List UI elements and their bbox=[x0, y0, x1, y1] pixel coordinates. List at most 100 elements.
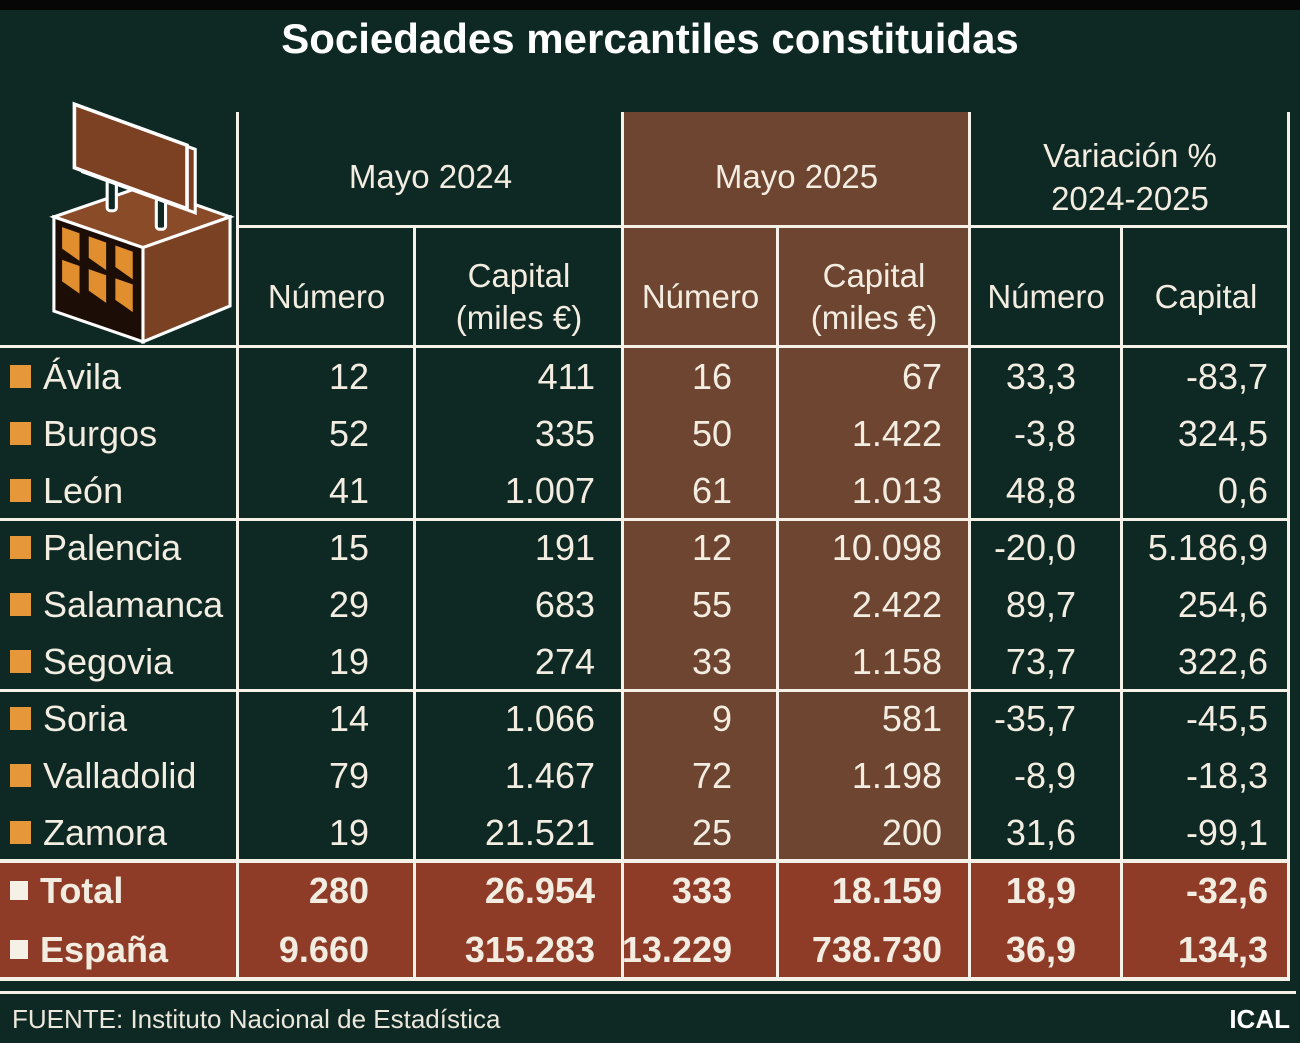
value-cell: 33,3 bbox=[1005, 355, 1076, 397]
value-cell: 29 bbox=[328, 583, 369, 625]
row-label-text: España bbox=[40, 928, 169, 970]
value-cell: 19 bbox=[328, 811, 369, 853]
subheader-unit-text: (miles €) bbox=[810, 298, 938, 336]
value-cell: -45,5 bbox=[1185, 697, 1268, 739]
value-cell: -8,9 bbox=[1013, 754, 1076, 796]
value-cell: 200 bbox=[881, 811, 942, 853]
row-label-valladolid: Valladolid bbox=[0, 747, 238, 804]
value-cell: -18,3 bbox=[1185, 754, 1268, 796]
row-label-text: Soria bbox=[43, 697, 128, 739]
mayo-2025-highlight-block bbox=[621, 112, 970, 861]
value-cell: 33 bbox=[691, 640, 732, 682]
value-cell: 50 bbox=[691, 412, 732, 454]
table-bottom-line bbox=[0, 977, 1290, 981]
value-cell: 21.521 bbox=[484, 811, 595, 853]
credit: ICAL bbox=[1229, 1004, 1290, 1034]
value-cell: 12 bbox=[691, 526, 732, 568]
value-cell: 36,9 bbox=[1005, 928, 1076, 970]
value-cell: 274 bbox=[534, 640, 595, 682]
value-cell: 52 bbox=[328, 412, 369, 454]
value-cell: 1.467 bbox=[504, 754, 595, 796]
totals-top-line bbox=[0, 859, 1290, 863]
bullet-icon bbox=[10, 940, 28, 959]
value-cell: 48,8 bbox=[1005, 469, 1076, 511]
value-cell: 41 bbox=[328, 469, 369, 511]
row-label-salamanca: Salamanca bbox=[0, 576, 238, 633]
value-cell: 1.422 bbox=[851, 412, 942, 454]
value-cell: 73,7 bbox=[1005, 640, 1076, 682]
corner-cell bbox=[0, 112, 238, 227]
value-cell: 335 bbox=[534, 412, 595, 454]
value-cell: 333 bbox=[671, 869, 732, 911]
value-cell: -3,8 bbox=[1013, 412, 1076, 454]
value-cell: 72 bbox=[691, 754, 732, 796]
column-divider bbox=[968, 112, 971, 979]
bullet-icon bbox=[10, 479, 31, 502]
row-label-text: Segovia bbox=[43, 640, 174, 682]
group-header-mayo-2025: Mayo 2025 bbox=[623, 112, 970, 227]
subheader-text: Capital bbox=[467, 257, 571, 295]
row-label-text: Zamora bbox=[43, 811, 168, 853]
value-cell: 89,7 bbox=[1005, 583, 1076, 625]
row-label-total: Total bbox=[0, 861, 238, 920]
value-cell: 5.186,9 bbox=[1147, 526, 1268, 568]
bullet-icon bbox=[10, 764, 31, 787]
top-border bbox=[0, 0, 1300, 10]
column-divider bbox=[236, 112, 239, 979]
value-cell: 1.066 bbox=[504, 697, 595, 739]
footer-rule bbox=[0, 991, 1296, 994]
page-title: Sociedades mercantiles constituidas bbox=[281, 15, 1019, 62]
bullet-icon bbox=[10, 536, 31, 559]
group-header-variacion: Variación % 2024-2025 bbox=[970, 112, 1290, 227]
row-label-segovia: Segovia bbox=[0, 633, 238, 690]
value-cell: 683 bbox=[534, 583, 595, 625]
column-divider bbox=[1120, 227, 1123, 979]
row-label-text: Salamanca bbox=[43, 583, 224, 625]
row-label-avila: Ávila bbox=[0, 348, 238, 405]
column-divider bbox=[621, 112, 624, 979]
value-cell: 9.660 bbox=[278, 928, 369, 970]
row-label-text: Palencia bbox=[43, 526, 182, 568]
value-cell: 79 bbox=[328, 754, 369, 796]
subheader-numero-2025: Número bbox=[623, 227, 778, 348]
bullet-icon bbox=[10, 707, 31, 730]
value-cell: 16 bbox=[691, 355, 732, 397]
totals-highlight-block bbox=[0, 861, 1290, 979]
value-cell: 1.007 bbox=[504, 469, 595, 511]
group-separator-line bbox=[0, 518, 1290, 521]
value-cell: 14 bbox=[328, 697, 369, 739]
subheader-numero-var: Número bbox=[970, 227, 1122, 348]
value-cell: 25 bbox=[691, 811, 732, 853]
subheader-numero-2024: Número bbox=[238, 227, 415, 348]
subheader-text: Capital bbox=[822, 257, 926, 295]
value-cell: 1.198 bbox=[851, 754, 942, 796]
group-header-text: Variación % bbox=[1043, 136, 1217, 174]
row-label-text: León bbox=[43, 469, 124, 511]
row-label-leon: León bbox=[0, 462, 238, 519]
row-label-soria: Soria bbox=[0, 690, 238, 747]
value-cell: 19 bbox=[328, 640, 369, 682]
bullet-icon bbox=[10, 821, 31, 844]
subheader-capital-var: Capital bbox=[1122, 227, 1290, 348]
value-cell: 18,9 bbox=[1005, 869, 1076, 911]
subheader-capital-2024: Capital (miles €) bbox=[415, 227, 623, 348]
subheader-text: Capital bbox=[1154, 277, 1258, 315]
group-header-text: Mayo 2025 bbox=[714, 158, 879, 196]
row-label-text: Burgos bbox=[43, 412, 158, 454]
value-cell: 1.158 bbox=[851, 640, 942, 682]
source-note: FUENTE: Instituto Nacional de Estadístic… bbox=[12, 1004, 501, 1034]
subheader-text: Número bbox=[641, 277, 760, 315]
row-label-text: Ávila bbox=[43, 355, 122, 397]
value-cell: 324,5 bbox=[1177, 412, 1268, 454]
corner-cell bbox=[0, 227, 238, 348]
value-cell: 67 bbox=[901, 355, 942, 397]
value-cell: 26.954 bbox=[484, 869, 595, 911]
value-cell: 12 bbox=[328, 355, 369, 397]
bullet-icon bbox=[10, 650, 31, 673]
table-right-border bbox=[1287, 112, 1290, 979]
value-cell: 322,6 bbox=[1177, 640, 1268, 682]
group-header-text: Mayo 2024 bbox=[348, 158, 513, 196]
group-header-mayo-2024: Mayo 2024 bbox=[238, 112, 623, 227]
value-cell: 61 bbox=[691, 469, 732, 511]
